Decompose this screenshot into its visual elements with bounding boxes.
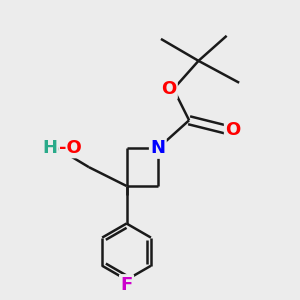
Text: F: F (120, 275, 133, 293)
Text: O: O (225, 121, 241, 139)
Text: N: N (150, 140, 165, 158)
Text: -O: -O (59, 140, 82, 158)
Text: H: H (43, 140, 58, 158)
Text: O: O (161, 80, 176, 98)
